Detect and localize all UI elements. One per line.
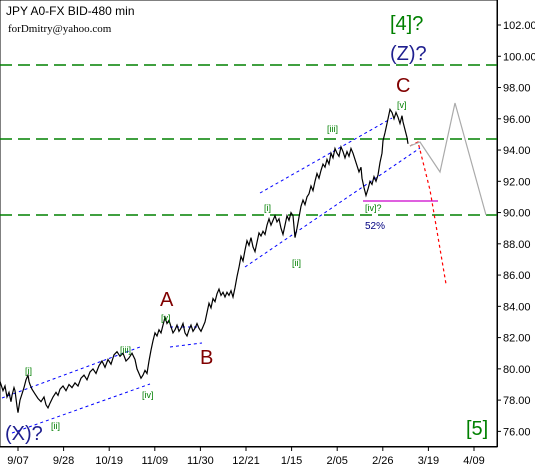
wave-label-iv-upper: [iv]? bbox=[365, 203, 382, 213]
upper-channel-top bbox=[259, 117, 393, 194]
wave-label-iii-lower: [iii] bbox=[120, 345, 131, 355]
y-tick-label: 96.00 bbox=[503, 114, 531, 126]
y-axis-ticks: 102.00 100.00 98.00 96.00 94.00 92.00 90.00 88.… bbox=[497, 20, 535, 438]
x-tick-label: 12/21 bbox=[232, 455, 260, 467]
wave-label-v-lower: [v] bbox=[161, 313, 171, 323]
wave-label-b: B bbox=[200, 347, 213, 369]
price-series-line bbox=[0, 107, 409, 413]
chart-subtitle: forDmitry@yahoo.com bbox=[8, 23, 112, 35]
x-tick-label: 10/19 bbox=[95, 455, 123, 467]
y-tick-label: 88.00 bbox=[503, 239, 531, 251]
wave-label-ii-upper: [ii] bbox=[292, 258, 301, 268]
y-tick-label: 84.00 bbox=[503, 301, 531, 313]
chart-title: JPY A0-FX BID-480 min bbox=[6, 4, 135, 18]
y-tick-label: 86.00 bbox=[503, 270, 531, 282]
y-tick-label: 98.00 bbox=[503, 83, 531, 95]
wave-labels: [4]? (Z)? C [v] [iii] [i] [ii] [iv]? 52%… bbox=[5, 13, 488, 445]
channel-lines bbox=[1, 117, 421, 434]
forecast-red-path bbox=[409, 141, 447, 285]
wave-label-x: (X)? bbox=[5, 423, 43, 445]
y-tick-label: 100.00 bbox=[503, 51, 535, 63]
forecast-gray-path bbox=[409, 102, 487, 216]
x-tick-label: 11/30 bbox=[187, 455, 214, 467]
wave-label-i-lower: [i] bbox=[25, 366, 32, 376]
y-tick-label: 76.00 bbox=[503, 426, 531, 438]
ab-channel-bottom bbox=[169, 342, 203, 348]
wave-label-iv-lower: [iv] bbox=[142, 390, 154, 400]
y-tick-label: 82.00 bbox=[503, 333, 531, 345]
wave-label-v-upper: [v] bbox=[397, 100, 407, 110]
y-tick-label: 92.00 bbox=[503, 176, 531, 188]
x-tick-label: 9/28 bbox=[53, 455, 74, 467]
x-tick-label: 11/09 bbox=[141, 455, 168, 467]
x-tick-label: 2/05 bbox=[326, 455, 347, 467]
y-tick-label: 94.00 bbox=[503, 145, 531, 157]
x-tick-label: 3/19 bbox=[418, 455, 439, 467]
x-tick-label: 1/15 bbox=[281, 455, 302, 467]
x-tick-label: 2/26 bbox=[372, 455, 393, 467]
wave-label-iii-upper: [iii] bbox=[327, 124, 338, 134]
lower-channel-bottom bbox=[11, 383, 151, 434]
wave-label-c: C bbox=[396, 75, 410, 97]
plot-frame bbox=[0, 0, 498, 448]
wave-label-ii-lower: [ii] bbox=[51, 421, 60, 431]
lower-channel-top bbox=[1, 346, 141, 399]
wave-label-5-major: [5] bbox=[466, 418, 488, 440]
y-tick-label: 90.00 bbox=[503, 208, 531, 220]
wave-label-i-upper: [i] bbox=[264, 203, 271, 213]
x-tick-label: 9/07 bbox=[7, 455, 28, 467]
y-tick-label: 102.00 bbox=[503, 20, 535, 32]
y-tick-label: 78.00 bbox=[503, 395, 531, 407]
retracement-percent: 52% bbox=[365, 221, 385, 232]
wave-label-4-major: [4]? bbox=[390, 13, 423, 35]
upper-channel-bottom bbox=[244, 147, 421, 268]
x-axis-ticks: 9/07 9/28 10/19 11/09 11/30 12/21 1/15 2/05 2/26… bbox=[7, 447, 485, 467]
x-tick-label: 4/09 bbox=[463, 455, 484, 467]
y-tick-label: 80.00 bbox=[503, 364, 531, 376]
wave-label-a: A bbox=[160, 289, 174, 311]
wave-label-z: (Z)? bbox=[390, 43, 427, 65]
